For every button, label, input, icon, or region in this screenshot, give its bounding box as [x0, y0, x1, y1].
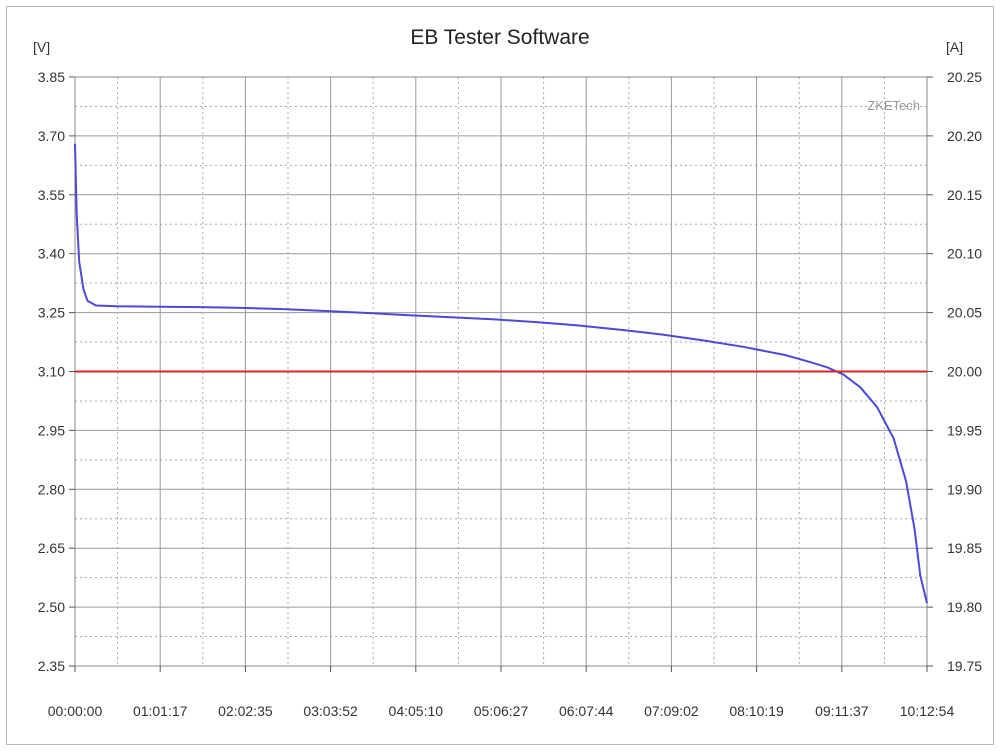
y-right-tick-label: 20.20 [947, 128, 982, 144]
y-right-tick-label: 19.95 [947, 422, 982, 438]
x-tick-label: 07:09:02 [644, 703, 699, 719]
x-tick-label: 05:06:27 [474, 703, 529, 719]
y-right-tick-label: 20.25 [947, 69, 982, 85]
x-tick-label: 08:10:19 [729, 703, 784, 719]
x-tick-label: 01:01:17 [133, 703, 188, 719]
y-right-tick-label: 20.15 [947, 187, 982, 203]
axes: 3.85 3.70 3.55 3.40 3.25 3.10 2.95 2.80 2.65 2.50… [38, 69, 982, 719]
y-left-tick-label: 2.80 [38, 481, 65, 497]
y-left-tick-label: 2.65 [38, 540, 65, 556]
y-left-tick-label: 3.40 [38, 246, 65, 262]
series-layer [74, 143, 928, 604]
y-left-tick-label: 2.35 [38, 658, 65, 674]
y-left-tick-label: 3.70 [38, 128, 65, 144]
y-right-tick-label: 20.00 [947, 364, 982, 380]
x-tick-label: 02:02:35 [218, 703, 273, 719]
x-tick-label: 03:03:52 [303, 703, 358, 719]
y-left-tick-label: 3.25 [38, 305, 65, 321]
y-left-tick-label: 3.55 [38, 187, 65, 203]
x-tick-label: 04:05:10 [389, 703, 444, 719]
chart-window [6, 6, 994, 745]
y-right-tick-label: 19.90 [947, 481, 982, 497]
chart-title: EB Tester Software [410, 26, 590, 49]
y-left-tick-label: 3.85 [38, 69, 65, 85]
voltage-series-line [74, 143, 928, 604]
x-tick-label: 06:07:44 [559, 703, 614, 719]
y-left-tick-label: 2.95 [38, 422, 65, 438]
y-right-tick-label: 20.10 [947, 246, 982, 262]
x-tick-label: 00:00:00 [48, 703, 103, 719]
y-right-tick-label: 20.05 [947, 305, 982, 321]
x-tick-label: 09:11:37 [815, 703, 869, 719]
y-right-tick-label: 19.75 [947, 658, 982, 674]
y-left-tick-label: 3.10 [38, 364, 65, 380]
watermark-text: ZKETech [867, 98, 920, 113]
y-right-tick-label: 19.80 [947, 599, 982, 615]
y-left-tick-label: 2.50 [38, 599, 65, 615]
x-tick-label: 10:12:54 [900, 703, 955, 719]
y-left-unit: [V] [33, 39, 50, 55]
y-right-tick-label: 19.85 [947, 540, 982, 556]
y-right-unit: [A] [946, 39, 963, 55]
grid [75, 77, 927, 666]
